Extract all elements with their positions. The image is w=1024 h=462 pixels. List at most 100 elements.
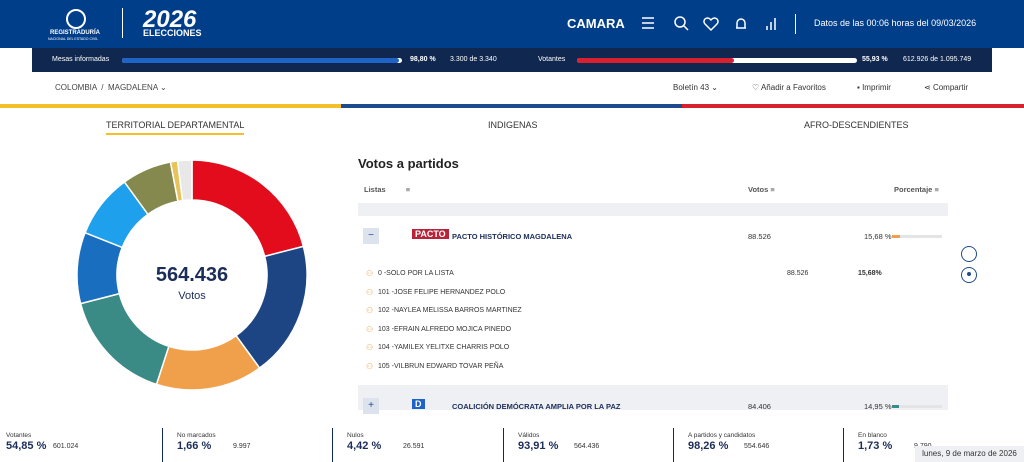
candidate-icon: ⚇ xyxy=(366,287,374,297)
col-label: Votos xyxy=(748,185,769,194)
party-votes: 88.526 xyxy=(748,232,771,241)
percent-track xyxy=(892,235,942,238)
stat-count: 564.436 xyxy=(574,443,600,450)
party-name: PACTO HISTÓRICO MAGDALENA xyxy=(452,232,573,241)
progress-detail: 612.926 de 1.095.749 xyxy=(903,56,972,63)
logo-sub: NACIONAL DEL ESTADO CIVIL xyxy=(48,37,99,41)
row-toggle[interactable]: − xyxy=(363,228,379,244)
stripe xyxy=(341,104,682,108)
col-head: Porcentaje ≡ xyxy=(894,185,939,194)
stat-label: A partidos y candidatos xyxy=(688,432,756,439)
progress-percent: 55,93 % xyxy=(862,56,888,63)
stat-count: 9.997 xyxy=(233,443,251,450)
candidate-name: 102 -NAYLEA MELISSA BARROS MARTINEZ xyxy=(378,307,522,314)
progress-detail: 3.300 de 3.340 xyxy=(450,56,497,63)
party-percent: 15,68 % xyxy=(864,232,892,241)
candidate-icon: ⚇ xyxy=(366,361,374,371)
party-logo: PACTO xyxy=(412,229,449,239)
divider xyxy=(795,14,796,34)
stat-percent: 1,73 % xyxy=(858,440,893,452)
donut-segment xyxy=(176,159,193,202)
row-toggle[interactable]: + xyxy=(363,398,379,414)
side-icons[interactable] xyxy=(960,246,978,286)
stat-label: Válidos xyxy=(518,432,540,439)
stat-percent: 54,85 % xyxy=(6,440,47,452)
candidate-name: 0 -SOLO POR LA LISTA xyxy=(378,270,454,277)
stat-label: En blanco xyxy=(858,432,887,439)
crumb[interactable]: MAGDALENA xyxy=(107,83,158,92)
crumb[interactable]: COLOMBIA xyxy=(55,83,97,92)
party-percent: 14,95 % xyxy=(864,402,892,411)
candidate-name: 104 -YAMILEX YELITXE CHARRIS POLO xyxy=(378,344,510,351)
print[interactable]: ▪ Imprimir xyxy=(857,83,891,92)
percent-track xyxy=(892,405,942,408)
col-label: Porcentaje xyxy=(894,185,933,194)
candidate-icon: ⚇ xyxy=(366,343,374,352)
donut-total: 564.436 xyxy=(155,264,229,286)
candidate-percent: 15,68% xyxy=(858,270,882,277)
progress-name: Mesas informadas xyxy=(52,56,110,63)
col-head: Votos ≡ xyxy=(748,185,775,194)
donut-label: Votos xyxy=(178,290,206,302)
favorites-label: Añadir a Favoritos xyxy=(760,83,826,92)
footer-stat: A partidos y candidatos 98,26 % 554.646 xyxy=(673,428,844,462)
section: CAMARA xyxy=(567,16,625,31)
date: lunes, 9 de marzo de 2026 xyxy=(915,446,1024,462)
brand-year: 2026 xyxy=(143,6,197,33)
stat-percent: 1,66 % xyxy=(177,440,212,452)
print-label: Imprimir xyxy=(862,83,891,92)
tab[interactable]: INDIGENAS xyxy=(488,120,538,130)
favorites[interactable]: ♡ Añadir a Favoritos xyxy=(752,83,826,92)
stat-percent: 98,26 % xyxy=(688,440,729,452)
stat-percent: 4,42 % xyxy=(347,440,382,452)
progress-percent: 98,80 % xyxy=(410,56,436,63)
progress-track xyxy=(122,58,402,63)
timestamp: Datos de las 00:06 horas del 09/03/2026 xyxy=(814,18,977,28)
stat-count: 554.646 xyxy=(744,443,770,450)
stripe xyxy=(682,104,1024,108)
logo-shield xyxy=(66,9,86,29)
bulletin-label: Boletín 43 xyxy=(673,83,710,92)
candidate-icon: ⚇ xyxy=(366,324,374,334)
crumb-sep: / xyxy=(101,83,104,92)
logo-text: REGISTRADURÍA xyxy=(50,30,101,36)
progress-bar xyxy=(577,58,734,63)
percent-bar xyxy=(892,405,900,408)
col-label: Listas xyxy=(364,185,386,194)
header-icons[interactable] xyxy=(640,14,780,34)
tab-active[interactable]: TERRITORIAL DEPARTAMENTAL xyxy=(106,120,245,135)
footer-stat: Votantes 54,85 % 601.024 xyxy=(0,428,170,462)
stat-count: 601.024 xyxy=(53,443,79,450)
stat-percent: 93,91 % xyxy=(518,440,559,452)
stat-label: No marcados xyxy=(177,432,216,439)
candidate-icon: ⚇ xyxy=(366,306,374,315)
divider xyxy=(122,8,123,38)
party-name: COALICIÓN DEMÓCRATA AMPLIA POR LA PAZ xyxy=(452,402,621,411)
percent-bar xyxy=(892,235,900,238)
candidate-name: 101 -JOSE FELIPE HERNANDEZ POLO xyxy=(378,288,506,296)
share[interactable]: ⋖ Compartir xyxy=(924,83,969,92)
share-label: Compartir xyxy=(932,83,969,92)
donut-segment xyxy=(191,159,305,258)
donut-segment xyxy=(79,292,170,386)
stat-label: Votantes xyxy=(6,432,32,439)
party-logo: D xyxy=(412,399,425,409)
candidate-votes: 88.526 xyxy=(787,270,809,277)
progress-name: Votantes xyxy=(538,56,566,63)
row-band xyxy=(358,203,948,216)
table-title: Votos a partidos xyxy=(358,156,459,171)
candidate-name: 105 -VILBRUN EDWARD TOVAR PEÑA xyxy=(378,362,504,370)
bulletin[interactable]: Boletín 43 ⌄ xyxy=(673,83,718,92)
row-band xyxy=(358,385,948,410)
header: REGISTRADURÍA NACIONAL DEL ESTADO CIVIL … xyxy=(0,0,1024,48)
tab[interactable]: AFRO-DESCENDIENTES xyxy=(804,120,909,130)
footer-stat: No marcados 1,66 % 9.997 xyxy=(162,428,333,462)
donut-chart xyxy=(76,159,308,391)
stripe xyxy=(0,104,341,108)
stat-count: 26.591 xyxy=(403,443,425,450)
breadcrumb: COLOMBIA / MAGDALENA ⌄ xyxy=(55,83,167,92)
footer-stat: Nulos 4,42 % 26.591 xyxy=(332,428,503,462)
col-head: Listas ≡ xyxy=(364,185,411,194)
brand-word: ELECCIONES xyxy=(143,28,202,38)
